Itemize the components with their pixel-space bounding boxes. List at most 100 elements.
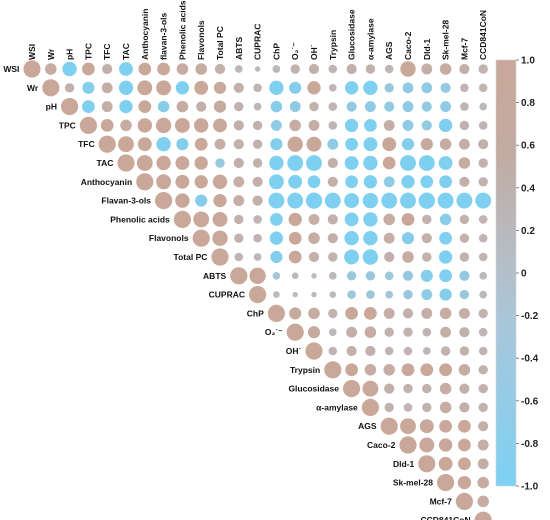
correlation-cell bbox=[400, 155, 416, 171]
column-label: Caco-2 bbox=[403, 31, 413, 60]
correlation-cell bbox=[401, 138, 415, 151]
correlation-cell bbox=[477, 439, 489, 451]
column-label: Anthocyanin bbox=[140, 9, 150, 60]
column-label: O₂˙⁻ bbox=[290, 42, 300, 60]
correlation-cell bbox=[328, 308, 338, 319]
correlation-cell bbox=[306, 155, 322, 171]
correlation-cell bbox=[458, 419, 471, 433]
correlation-cell bbox=[328, 252, 338, 262]
correlation-cell bbox=[363, 212, 378, 227]
correlation-cell bbox=[400, 61, 416, 77]
correlation-cell bbox=[403, 346, 413, 356]
correlation-cell bbox=[420, 269, 433, 282]
correlation-cell bbox=[362, 380, 379, 397]
colorbar-tick-label: -0.4 bbox=[521, 354, 539, 365]
correlation-cell bbox=[270, 138, 283, 151]
correlation-cell bbox=[401, 175, 415, 189]
correlation-cell bbox=[457, 475, 472, 490]
column-label: ChP bbox=[271, 43, 281, 60]
correlation-cell bbox=[291, 272, 299, 280]
correlation-cell bbox=[289, 307, 302, 320]
correlation-cell bbox=[253, 253, 262, 261]
correlation-cell bbox=[345, 307, 358, 320]
correlation-cell bbox=[64, 83, 75, 93]
column-label: TAC bbox=[121, 43, 131, 60]
correlation-cell bbox=[403, 289, 413, 300]
correlation-cell bbox=[194, 137, 208, 151]
correlation-cell bbox=[175, 193, 190, 208]
column-label: α-amylase bbox=[365, 18, 375, 60]
column-label: flavan-3-ols bbox=[159, 12, 169, 60]
correlation-cell bbox=[458, 307, 470, 319]
correlation-cell bbox=[233, 195, 245, 207]
correlation-cell bbox=[478, 327, 488, 337]
correlation-cell bbox=[384, 271, 394, 281]
correlation-cell bbox=[418, 455, 436, 473]
column-label: TFC bbox=[102, 43, 112, 60]
correlation-cell bbox=[138, 100, 152, 113]
row-label: ABTS bbox=[203, 271, 226, 281]
correlation-cell bbox=[421, 101, 432, 112]
row-label: CUPRAC bbox=[209, 290, 245, 300]
correlation-cell bbox=[478, 139, 489, 150]
row-label: Glucosidase bbox=[288, 384, 339, 394]
correlation-cell bbox=[176, 138, 189, 151]
correlation-cell bbox=[269, 231, 284, 245]
correlation-cell bbox=[82, 100, 95, 113]
correlation-cell bbox=[344, 193, 360, 209]
correlation-cell bbox=[136, 173, 154, 191]
colorbar-tick-label: 0.4 bbox=[521, 183, 535, 194]
correlation-cell bbox=[308, 307, 320, 320]
correlation-cell bbox=[252, 139, 263, 149]
correlation-cell bbox=[102, 63, 113, 75]
correlation-cell bbox=[384, 251, 395, 263]
column-label: Sk-mel-28 bbox=[441, 20, 451, 60]
correlation-cell bbox=[381, 192, 398, 209]
correlation-cell bbox=[62, 61, 77, 77]
column-label: OH˙ bbox=[309, 44, 319, 60]
correlation-cell bbox=[384, 402, 394, 413]
correlation-cell bbox=[252, 120, 263, 131]
correlation-cell bbox=[364, 119, 377, 132]
correlation-cell bbox=[478, 421, 489, 432]
correlation-cell bbox=[344, 231, 359, 246]
correlation-cell bbox=[460, 83, 469, 93]
correlation-cell bbox=[363, 231, 378, 246]
correlation-cell bbox=[475, 192, 492, 209]
colorbar-tick-label: 1.0 bbox=[521, 56, 535, 67]
row-label: Sk-mel-28 bbox=[393, 478, 433, 488]
correlation-cell bbox=[136, 155, 153, 171]
correlation-cell bbox=[267, 304, 285, 322]
correlation-cell bbox=[477, 476, 489, 489]
column-label: Total PC bbox=[215, 26, 225, 60]
correlation-cell bbox=[253, 102, 262, 111]
correlation-cell bbox=[479, 271, 488, 280]
correlation-cell bbox=[439, 269, 452, 283]
correlation-cell bbox=[439, 419, 452, 433]
correlation-cell bbox=[328, 102, 338, 111]
correlation-cell bbox=[478, 346, 488, 356]
correlation-cell bbox=[459, 346, 470, 356]
correlation-cell bbox=[478, 215, 488, 224]
correlation-cell bbox=[343, 380, 361, 398]
correlation-cell bbox=[311, 273, 317, 279]
correlation-cell bbox=[438, 156, 453, 170]
correlation-cell bbox=[363, 155, 378, 171]
correlation-cell bbox=[79, 116, 97, 134]
correlation-cell bbox=[233, 139, 244, 150]
column-label: WSI bbox=[27, 44, 37, 60]
correlation-cell bbox=[193, 211, 210, 228]
correlation-cell bbox=[384, 101, 395, 112]
correlation-cell bbox=[383, 119, 395, 131]
column-label: Dld-1 bbox=[422, 38, 432, 60]
correlation-cell bbox=[254, 66, 261, 72]
correlation-cell bbox=[327, 176, 338, 187]
colorbar-gradient bbox=[495, 59, 517, 487]
row-label: α-amylase bbox=[316, 402, 358, 412]
correlation-cell bbox=[346, 345, 357, 357]
correlation-cell bbox=[288, 231, 302, 245]
correlation-cell bbox=[287, 136, 303, 152]
correlation-cell bbox=[382, 137, 397, 152]
correlation-cell bbox=[155, 192, 173, 210]
